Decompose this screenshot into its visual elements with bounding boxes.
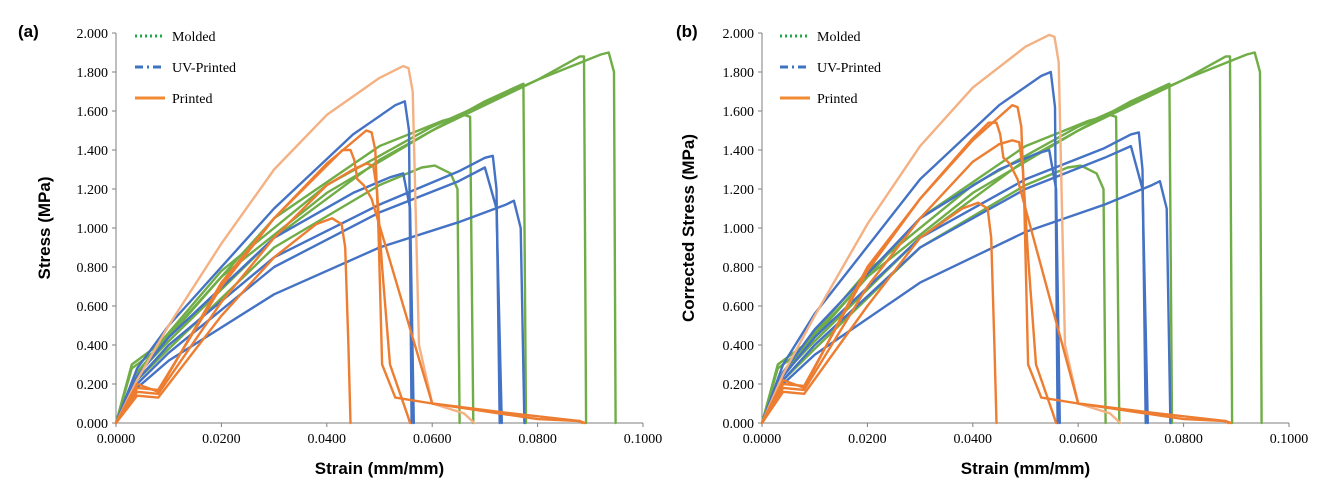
y-tick-label: 0.400 [77, 339, 109, 354]
series-line-printed [114, 148, 587, 425]
x-tick-label: 0.0400 [954, 432, 993, 447]
y-tick-label: 0.800 [77, 261, 109, 276]
y-tick-label: 0.600 [723, 300, 755, 315]
legend: Molded UV-Printed Printed [135, 30, 236, 107]
series-line-uv-printed [114, 100, 413, 425]
y-tick-label: 0.800 [723, 261, 755, 276]
series-line-printed [760, 121, 1233, 425]
legend: Molded UV-Printed Printed [780, 30, 881, 107]
series-group [760, 33, 1263, 425]
legend-label: Printed [172, 92, 212, 107]
y-axis-title: Stress (MPa) [35, 177, 54, 280]
y-tick-label: 1.600 [77, 105, 109, 120]
y-tick-label: 0.400 [723, 339, 755, 354]
y-tick-label: 1.000 [77, 222, 109, 237]
y-tick-label: 1.200 [77, 183, 109, 198]
panel-label: (b) [676, 22, 698, 41]
x-tick-label: 0.1000 [624, 432, 663, 447]
y-tick-label: 1.600 [723, 105, 755, 120]
legend-label: Molded [817, 30, 861, 45]
x-tick-label: 0.0200 [848, 432, 887, 447]
y-tick-label: 1.000 [723, 222, 755, 237]
x-tick-label: 0.0200 [202, 432, 241, 447]
y-tick-label: 0.200 [723, 378, 755, 393]
y-tick-label: 0.000 [77, 417, 109, 432]
y-tick-label: 0.600 [77, 300, 109, 315]
x-tick-label: 0.1000 [1270, 432, 1309, 447]
legend-label: Printed [817, 92, 857, 107]
series-line-uv-printed [760, 70, 1059, 425]
series-line-molded [760, 55, 1234, 425]
x-axis-title: Strain (mm/mm) [961, 459, 1090, 478]
legend-label: UV-Printed [172, 61, 236, 76]
y-tick-label: 2.000 [723, 27, 755, 42]
series-line-molded [114, 55, 588, 425]
series-group [114, 51, 617, 425]
series-line-uv-printed [114, 154, 501, 425]
series-line-uv-printed [760, 148, 1061, 425]
x-tick-label: 0.0000 [97, 432, 136, 447]
y-axis-title: Corrected Stress (MPa) [679, 134, 698, 322]
series-line-uv-printed [760, 131, 1147, 425]
y-tick-label: 1.400 [723, 144, 755, 159]
y-tick-label: 0.000 [723, 417, 755, 432]
legend-label: Molded [172, 30, 216, 45]
series-line-molded [114, 51, 617, 425]
y-tick-label: 1.200 [723, 183, 755, 198]
series-line-printed [114, 217, 352, 425]
series-line-printed [114, 162, 412, 425]
series-line-printed [760, 139, 1058, 425]
x-tick-label: 0.0600 [413, 432, 452, 447]
series-line-uv-printed [114, 199, 526, 425]
x-tick-label: 0.0400 [308, 432, 347, 447]
chart-panel-b: (b) 0.000 0.200 0.400 0.600 0.800 1.000 1.200 1.… [676, 22, 1308, 478]
series-line-molded [760, 164, 1107, 425]
x-tick-label: 0.0800 [1164, 432, 1203, 447]
panel-label: (a) [18, 22, 39, 41]
x-tick-label: 0.0000 [743, 432, 782, 447]
y-tick-label: 2.000 [77, 27, 109, 42]
series-line-molded [114, 164, 461, 425]
series-line-uv-printed [760, 180, 1172, 425]
y-tick-label: 0.200 [77, 378, 109, 393]
x-axis-title: Strain (mm/mm) [315, 459, 444, 478]
x-tick-label: 0.0600 [1059, 432, 1098, 447]
series-line-uv-printed [760, 144, 1149, 425]
y-tick-label: 1.800 [723, 66, 755, 81]
x-tick-label: 0.0800 [518, 432, 557, 447]
legend-label: UV-Printed [817, 61, 881, 76]
series-line-printed [760, 201, 998, 425]
y-tick-label: 1.400 [77, 144, 109, 159]
chart-panel-a: (a) 0.000 0.200 0.400 0.600 0.800 1.000 1.200 1.… [18, 22, 662, 478]
y-tick-label: 1.800 [77, 66, 109, 81]
